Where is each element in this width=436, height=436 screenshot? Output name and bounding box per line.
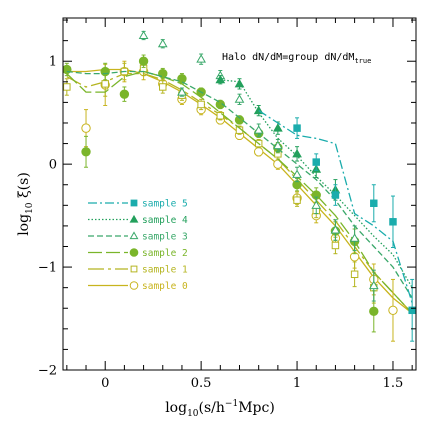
x-axis-label: log10(s/h−1Mpc) [165, 399, 275, 419]
legend-label: sample 3 [142, 232, 188, 243]
data-point [330, 225, 341, 234]
data-point [311, 200, 322, 209]
series-line [220, 79, 413, 289]
series-sample-3 [66, 30, 413, 302]
data-point [253, 125, 264, 134]
data-point [369, 306, 379, 317]
data-point [138, 56, 149, 66]
data-point [159, 83, 167, 91]
data-point [234, 115, 245, 125]
legend-label: sample 1 [142, 265, 188, 276]
data-point [81, 123, 91, 133]
series-sample-2 [63, 54, 413, 333]
legend-entry-sample-4: sample 4 [88, 214, 188, 226]
data-point [273, 123, 283, 132]
series-line [66, 70, 413, 314]
legend-label: sample 5 [142, 199, 188, 210]
data-point [349, 233, 360, 242]
data-point [388, 305, 398, 316]
series-sample-5 [258, 110, 416, 342]
legend-label: sample 0 [142, 281, 188, 292]
legend-label: sample 4 [142, 215, 188, 226]
data-point [368, 280, 379, 290]
data-point [350, 270, 359, 279]
data-point [293, 124, 301, 132]
legend-marker [129, 231, 139, 240]
legend-marker [129, 281, 139, 290]
data-point [196, 54, 206, 63]
series-line [66, 72, 413, 314]
data-point [234, 94, 245, 103]
data-point [292, 169, 302, 178]
data-point [100, 66, 110, 77]
data-point [389, 218, 397, 226]
data-point [273, 140, 283, 150]
x-tick-label: 0.5 [191, 376, 212, 391]
data-point [197, 100, 205, 109]
data-point [119, 89, 130, 99]
data-point [81, 147, 91, 157]
x-tick-label: 1.5 [383, 376, 404, 391]
series-line [258, 110, 413, 304]
annotation-text: Halo dN/dM=group dN/dMtrue [222, 52, 371, 65]
data-point [234, 78, 245, 88]
legend-entry-sample-2: sample 2 [88, 248, 188, 259]
data-point [63, 83, 71, 91]
data-point [292, 148, 302, 158]
data-point [215, 74, 226, 84]
series-line [66, 70, 413, 299]
legend-label: sample 2 [142, 248, 188, 259]
data-point [408, 306, 416, 315]
data-point [177, 74, 187, 84]
data-point [138, 30, 149, 39]
y-axis-label: log10 ξ(s) [16, 172, 35, 236]
data-point [370, 199, 378, 207]
x-tick-label: 0 [101, 376, 109, 391]
data-point [312, 158, 320, 166]
x-tick-label: 1 [293, 376, 301, 391]
plot-frame [62, 17, 417, 371]
data-point [215, 99, 226, 110]
y-tick-label: 0 [49, 158, 57, 173]
data-point [331, 241, 340, 250]
data-point [253, 147, 264, 157]
data-point [216, 112, 225, 120]
legend-entry-sample-1: sample 1 [88, 265, 188, 276]
legend-marker [129, 248, 139, 257]
data-point [101, 80, 109, 88]
data-point [177, 87, 187, 96]
legend-entry-sample-5: sample 5 [88, 199, 188, 210]
series-line [66, 68, 413, 314]
y-tick-label: −1 [38, 261, 57, 276]
legend-entry-sample-0: sample 0 [88, 281, 188, 292]
data-point [157, 38, 168, 48]
series-layer [63, 30, 416, 342]
legend-entry-sample-3: sample 3 [88, 231, 188, 243]
legend-marker [130, 265, 138, 273]
series-sample-4 [215, 74, 413, 289]
legend-marker [130, 199, 138, 207]
legend: sample 5 sample 4 sample 3 sample 2 sample 1… [88, 199, 188, 292]
data-point [331, 191, 340, 199]
y-tick-label: 1 [49, 55, 57, 70]
legend-marker [129, 214, 139, 223]
data-point [293, 196, 301, 204]
axes-layer: 0 0.5 1 1.5 −2 −1 0 1 [38, 17, 417, 391]
y-tick-label: −2 [38, 364, 57, 379]
